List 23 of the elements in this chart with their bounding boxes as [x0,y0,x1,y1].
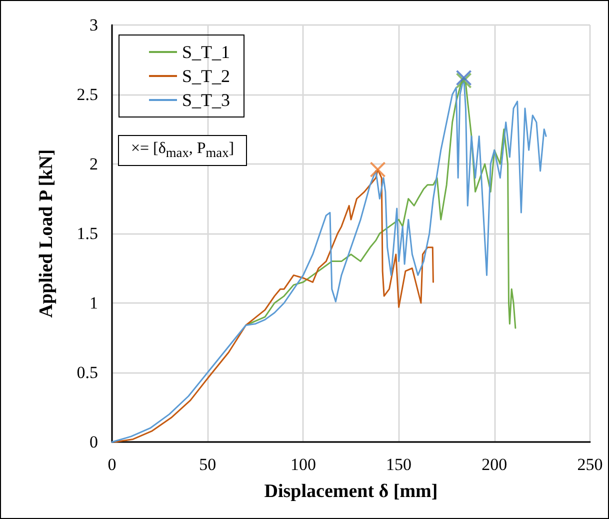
x-tick-label: 250 [577,455,603,474]
y-tick-label: 0.5 [76,363,98,382]
point [456,70,472,86]
legend-label: S_T_2 [182,66,230,86]
x-tick-label: 200 [482,455,508,474]
y-tick-label: 1.5 [76,224,98,243]
x-tick-label: 0 [108,455,116,474]
y-tick-label: 2.5 [76,85,98,104]
legend-label: S_T_1 [182,42,230,62]
annotation: ×= [δ$_{max}$, P$_{max}$] [118,135,248,166]
y-tick-label: 1 [90,294,98,312]
point [456,72,472,89]
x-tick-label: 150 [386,455,412,474]
line-series [114,168,434,443]
y-tick-label: 3 [90,16,98,34]
x-axis-title: Displacement δ [mm] [264,481,438,502]
point [370,162,386,178]
x-tick-label: 50 [199,455,216,474]
legend-label: S_T_3 [182,90,230,110]
y-axis-title: Applied Load P [kN] [36,149,57,318]
y-tick-label: 0 [90,432,98,452]
x-tick-label: 100 [290,455,316,474]
y-tick-label: 2 [90,154,98,174]
